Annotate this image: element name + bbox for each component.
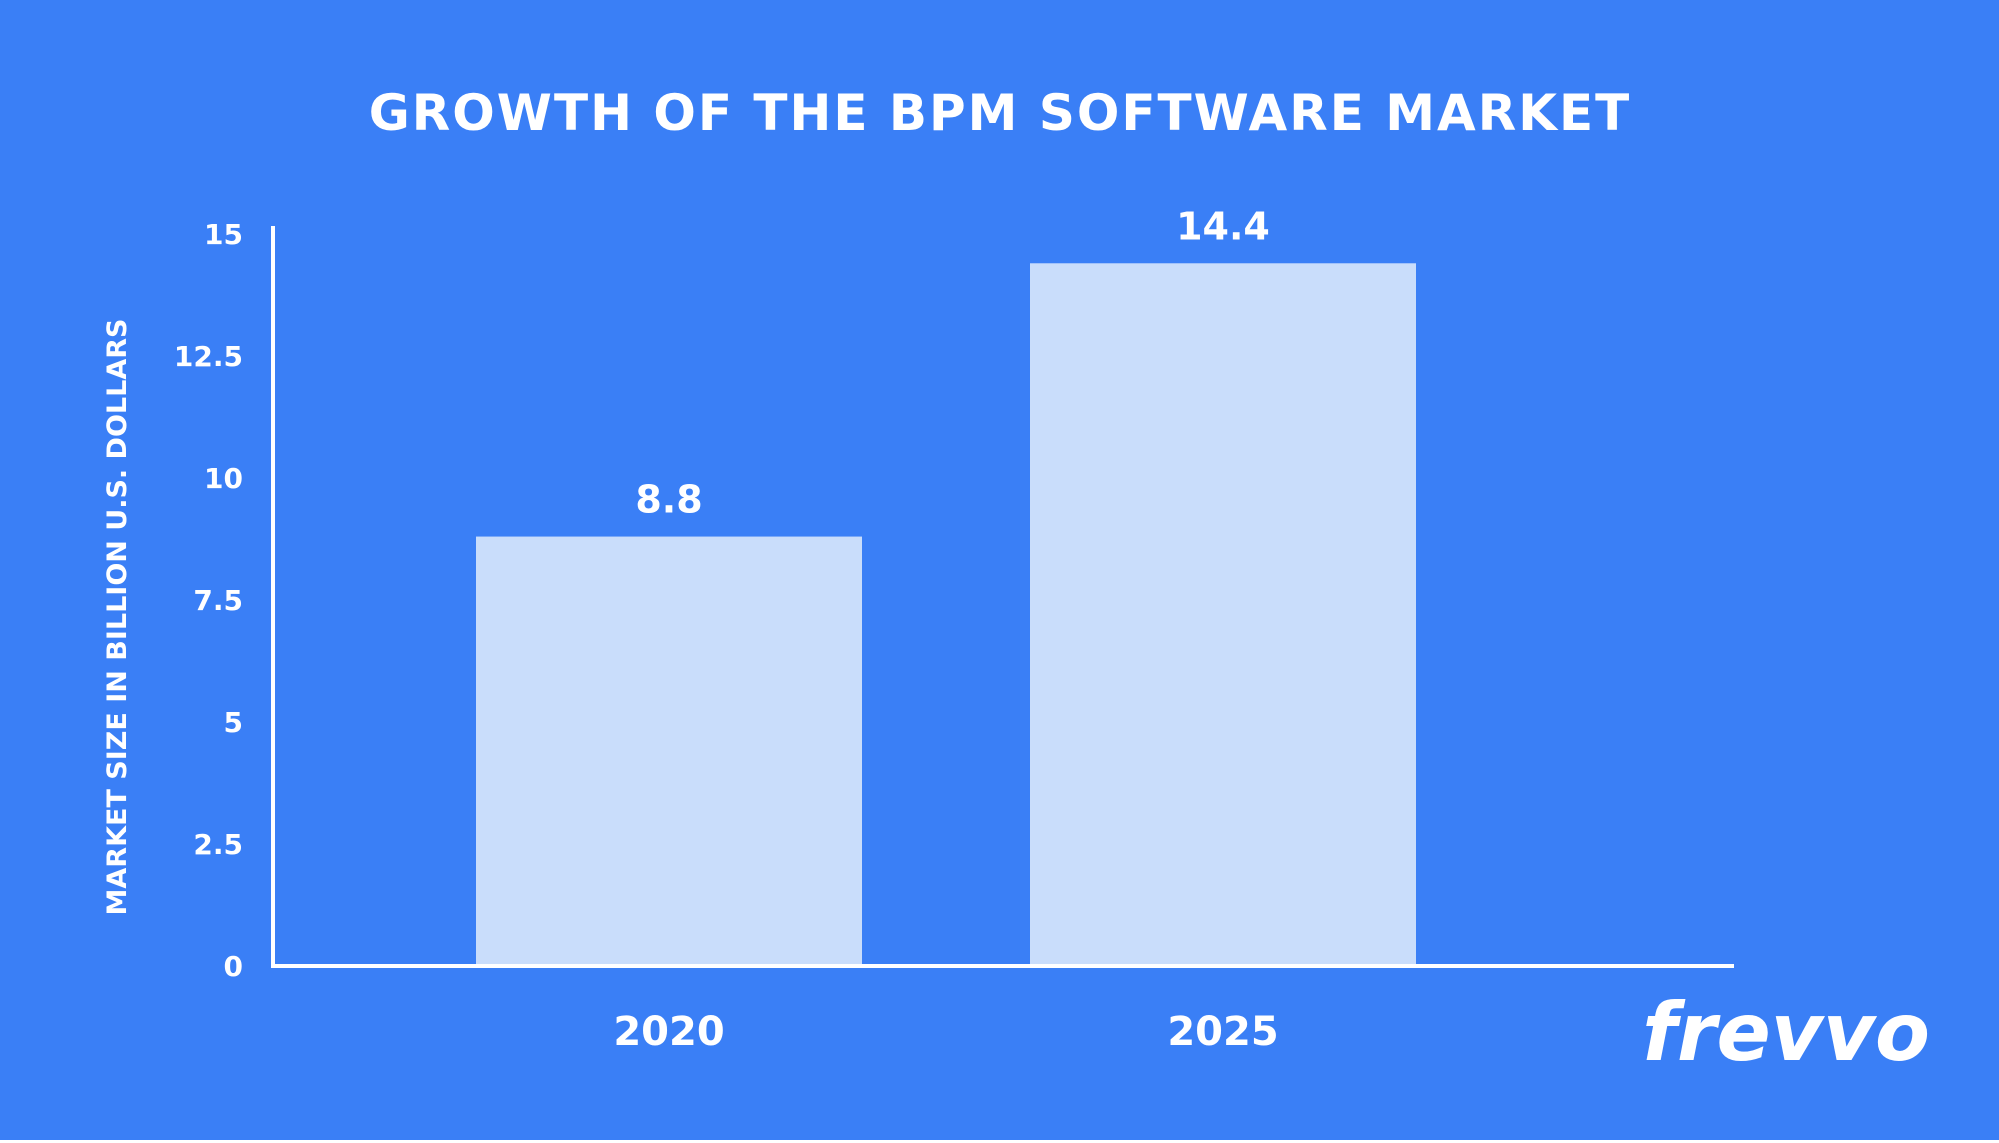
frevvo-logo: frevvo [1642,986,1930,1079]
bar-data-labels: 8.8 14.4 [635,204,1270,521]
x-tick-label: 2025 [1167,1009,1278,1055]
bar-2025 [1030,263,1416,966]
y-tick-label: 12.5 [174,340,243,373]
y-tick-label: 0 [224,950,243,983]
y-axis-label: MARKET SIZE IN BILLION U.S. DOLLARS [102,319,133,916]
y-tick-label: 5 [224,706,243,739]
chart-title: GROWTH OF THE BPM SOFTWARE MARKET [369,84,1631,142]
y-tick-label: 15 [204,218,243,251]
y-axis-ticks: 0 2.5 5 7.5 10 12.5 15 [174,218,243,983]
bar-data-label: 14.4 [1176,204,1270,248]
frevvo-logo-text: frevvo [1642,986,1930,1079]
bar-data-label: 8.8 [635,478,702,522]
bar-2020 [476,536,862,966]
x-axis-ticks: 2020 2025 [613,1009,1278,1055]
bars [476,263,1416,966]
y-tick-label: 10 [204,462,243,495]
x-tick-label: 2020 [613,1009,724,1055]
y-tick-label: 2.5 [193,828,243,861]
y-tick-label: 7.5 [193,584,243,617]
